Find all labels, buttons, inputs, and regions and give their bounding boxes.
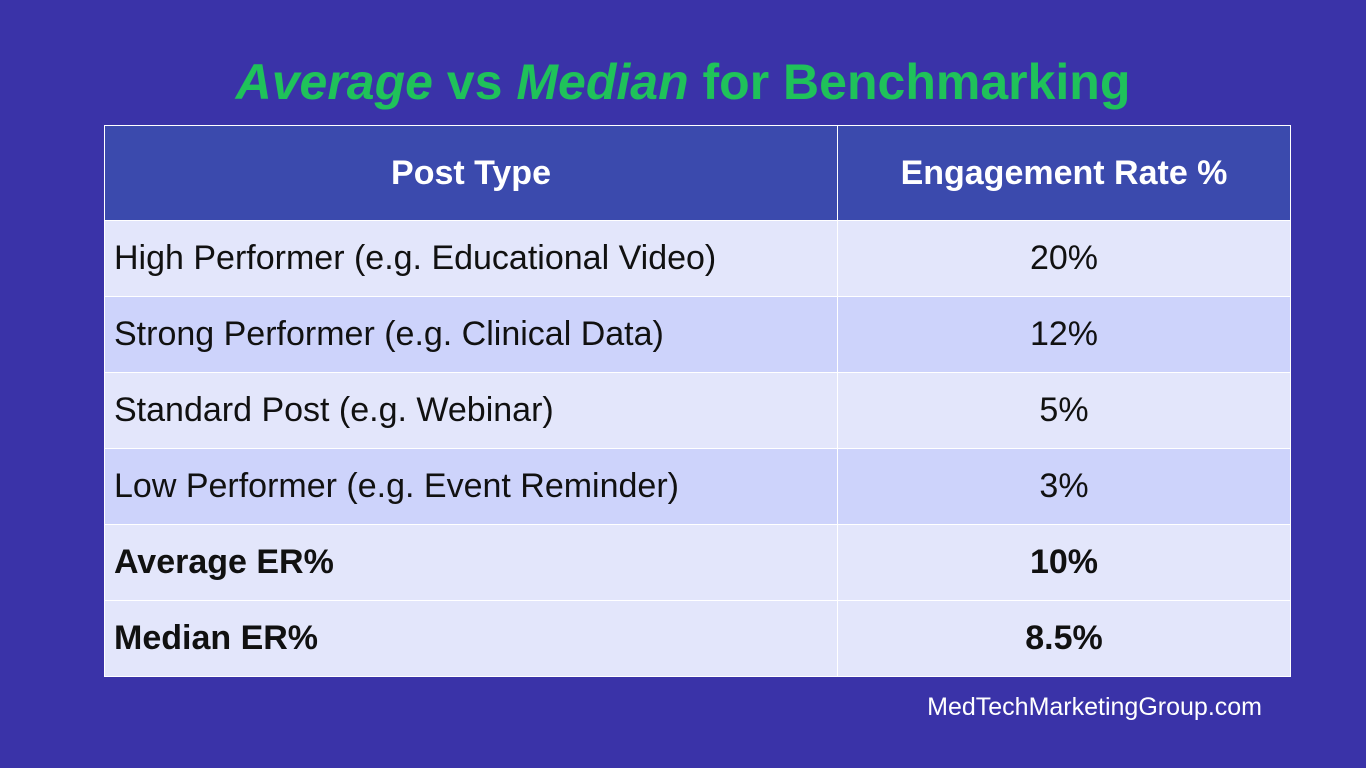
- header-post-type: Post Type: [104, 125, 838, 221]
- engagement-rate-cell: 5%: [837, 372, 1291, 449]
- table-header-row: Post Type Engagement Rate %: [104, 125, 1291, 221]
- table-row: Standard Post (e.g. Webinar) 5%: [104, 372, 1291, 449]
- header-engagement-rate: Engagement Rate %: [837, 125, 1291, 221]
- engagement-rate-table: Post Type Engagement Rate % High Perform…: [104, 125, 1291, 677]
- table-row: Strong Performer (e.g. Clinical Data) 12…: [104, 296, 1291, 373]
- average-row: Average ER% 10%: [104, 524, 1291, 601]
- page-title: Average vs Median for Benchmarking: [0, 52, 1366, 112]
- table-row: High Performer (e.g. Educational Video) …: [104, 220, 1291, 297]
- title-average: Average: [235, 54, 433, 110]
- engagement-rate-cell: 20%: [837, 220, 1291, 297]
- post-type-cell: Strong Performer (e.g. Clinical Data): [104, 296, 838, 373]
- title-vs: vs: [432, 54, 517, 110]
- title-median: Median: [516, 54, 689, 110]
- median-value-cell: 8.5%: [837, 600, 1291, 677]
- post-type-cell: High Performer (e.g. Educational Video): [104, 220, 838, 297]
- post-type-cell: Standard Post (e.g. Webinar): [104, 372, 838, 449]
- engagement-rate-cell: 3%: [837, 448, 1291, 525]
- median-label-cell: Median ER%: [104, 600, 838, 677]
- title-for-benchmarking: for Benchmarking: [688, 54, 1131, 110]
- average-value-cell: 10%: [837, 524, 1291, 601]
- engagement-rate-cell: 12%: [837, 296, 1291, 373]
- median-row: Median ER% 8.5%: [104, 600, 1291, 677]
- footer-website: MedTechMarketingGroup.com: [927, 693, 1262, 721]
- table-row: Low Performer (e.g. Event Reminder) 3%: [104, 448, 1291, 525]
- average-label-cell: Average ER%: [104, 524, 838, 601]
- post-type-cell: Low Performer (e.g. Event Reminder): [104, 448, 838, 525]
